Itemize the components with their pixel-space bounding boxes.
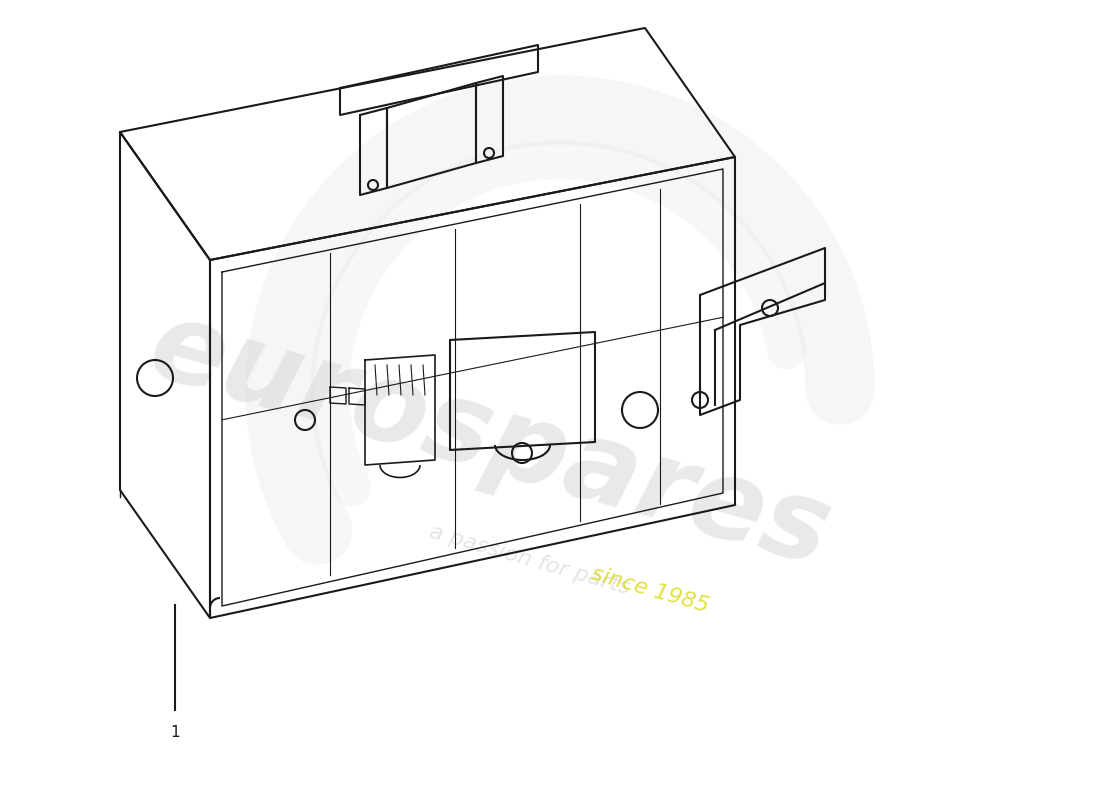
Text: since 1985: since 1985 [588, 564, 712, 616]
Text: 1: 1 [170, 725, 179, 740]
Text: a passion for parts: a passion for parts [428, 522, 632, 598]
Text: eurospares: eurospares [138, 292, 843, 588]
